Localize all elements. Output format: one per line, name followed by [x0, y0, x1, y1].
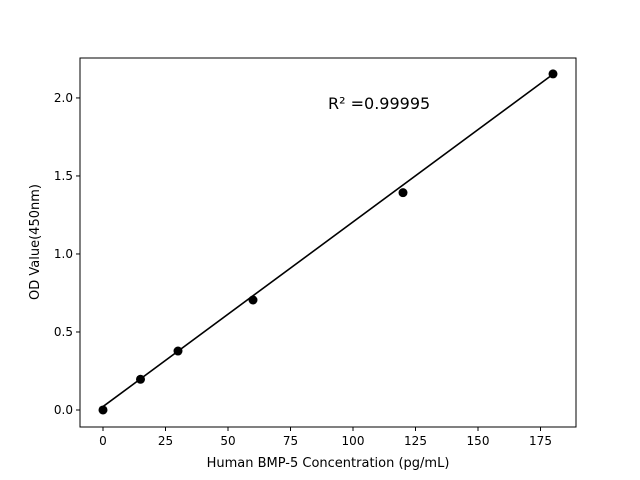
y-tick-label: 0.5 [54, 325, 73, 339]
x-tick-label: 75 [283, 434, 298, 448]
x-tick-label: 0 [99, 434, 107, 448]
y-tick-label: 1.0 [54, 247, 73, 261]
data-point [548, 69, 558, 79]
x-tick-label: 25 [158, 434, 173, 448]
data-point [136, 374, 145, 384]
x-tick-label: 50 [220, 434, 235, 448]
x-tick-label: 125 [404, 434, 427, 448]
x-tick-label: 175 [529, 434, 552, 448]
data-point [248, 295, 258, 305]
plot-frame [79, 57, 577, 428]
data-point [98, 405, 108, 415]
y-tick-label: 1.5 [54, 169, 73, 183]
data-point [398, 188, 408, 198]
data-point [173, 346, 183, 356]
y-axis-label: OD Value(450nm) [28, 184, 43, 300]
y-tick-label: 2.0 [54, 91, 73, 105]
r-squared-annotation: R² =0.99995 [328, 94, 430, 113]
y-tick-label: 0.0 [54, 403, 73, 417]
x-tick-label: 150 [467, 434, 490, 448]
x-tick-label: 100 [342, 434, 365, 448]
x-axis-label: Human BMP-5 Concentration (pg/mL) [207, 456, 450, 471]
